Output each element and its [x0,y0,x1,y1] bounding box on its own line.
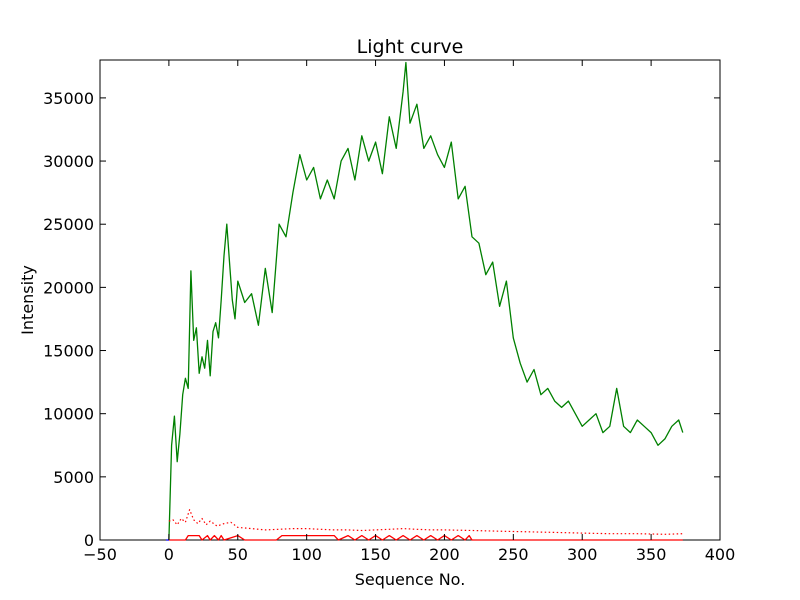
y-tick-label: 35000 [43,89,94,108]
x-tick-label: 400 [705,545,736,564]
x-tick-label: 50 [228,545,248,564]
y-tick-label: 20000 [43,278,94,297]
y-tick-label: 25000 [43,215,94,234]
chart-title: Light curve [357,36,464,58]
y-axis-title: Intensity [18,265,37,335]
x-tick-label: 100 [291,545,322,564]
x-tick-label: 250 [498,545,529,564]
y-tick-label: 10000 [43,405,94,424]
tick-layer: −50 0 50 100 150 200 250 300 350 4000500010000150… [43,60,735,564]
x-tick-label: 350 [636,545,667,564]
y-tick-label: 0 [84,531,94,550]
series-line-1 [168,509,683,535]
x-tick-label: 300 [567,545,598,564]
plot-area [99,59,721,541]
series-line-2 [168,534,683,541]
y-tick-label: 30000 [43,152,94,171]
x-tick-label: −50 [83,545,117,564]
series-line-0 [168,61,684,541]
x-axis-title: Sequence No. [355,570,466,589]
y-tick-label: 15000 [43,342,94,361]
x-tick-label: 0 [164,545,174,564]
x-tick-label: 200 [429,545,460,564]
x-tick-label: 150 [360,545,391,564]
y-tick-label: 5000 [53,468,94,487]
